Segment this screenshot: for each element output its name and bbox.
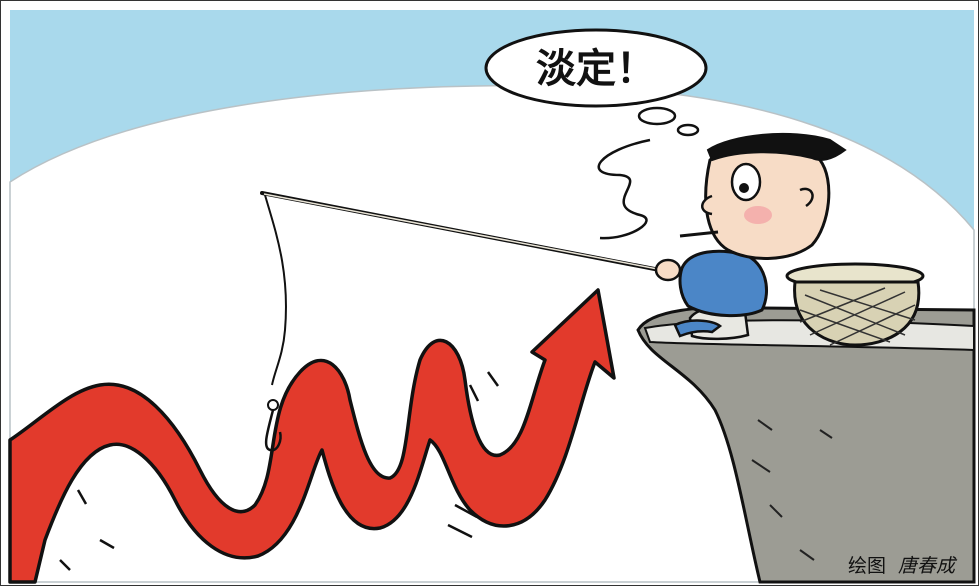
fishing-hook <box>264 399 282 452</box>
blue-shirt <box>678 249 768 318</box>
thought-dot-small <box>676 123 700 137</box>
rising-red-arrow <box>8 288 616 584</box>
cliff <box>636 305 976 584</box>
credit-author: 唐春成 <box>898 555 958 577</box>
blush <box>744 206 772 224</box>
hand <box>654 258 682 282</box>
hair <box>706 132 847 162</box>
man-fishing <box>654 132 847 341</box>
smoke-squiggle <box>597 138 651 240</box>
credit-label: 绘图 <box>848 555 886 577</box>
fishing-line <box>264 194 287 386</box>
shoe <box>673 319 723 338</box>
thought-dot-large <box>637 106 677 126</box>
arrow-motion-lines <box>59 371 500 571</box>
speech-bubble-balloon <box>484 28 708 108</box>
cliff-texture-lines <box>751 419 833 561</box>
speech-bubble-text: 淡定！ <box>536 46 656 92</box>
fish-basket <box>785 262 925 347</box>
nose <box>701 194 713 216</box>
eye <box>730 162 762 202</box>
speech-bubble: 淡定！ <box>484 28 708 137</box>
cigarette <box>679 230 719 238</box>
ear <box>799 187 814 208</box>
